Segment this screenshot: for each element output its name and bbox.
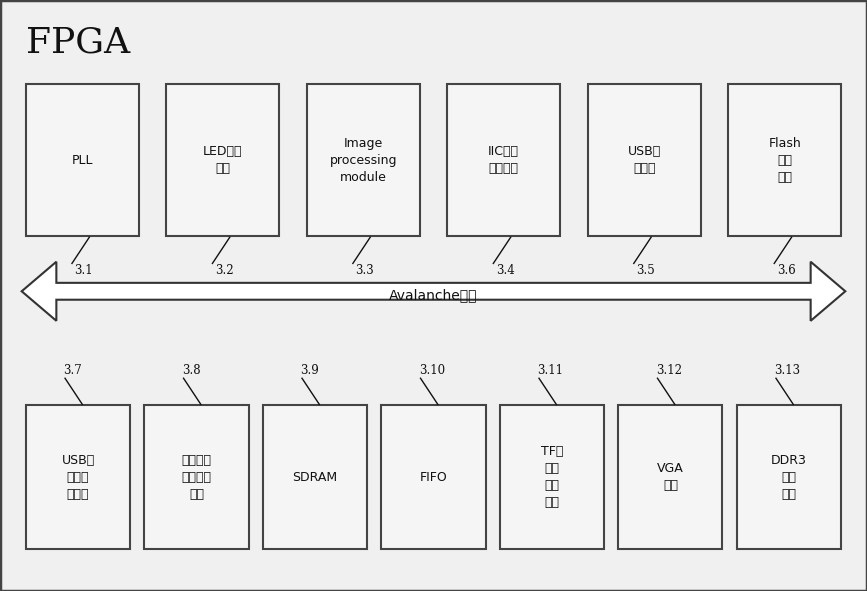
- Text: SDRAM: SDRAM: [292, 470, 337, 483]
- Text: USB传
输模块: USB传 输模块: [628, 145, 661, 176]
- Text: 3.2: 3.2: [215, 264, 233, 277]
- Bar: [500, 405, 604, 549]
- Text: PLL: PLL: [72, 154, 93, 167]
- Text: Avalanche总线: Avalanche总线: [389, 288, 478, 303]
- Text: VGA
接口: VGA 接口: [657, 462, 684, 492]
- Text: 3.11: 3.11: [538, 363, 564, 376]
- Bar: [263, 405, 367, 549]
- Text: 3.9: 3.9: [300, 363, 319, 376]
- Text: FPGA: FPGA: [26, 25, 130, 59]
- Polygon shape: [22, 262, 845, 321]
- Text: IIC数据
交换模块: IIC数据 交换模块: [488, 145, 519, 176]
- Bar: [307, 85, 420, 236]
- Text: 3.12: 3.12: [655, 363, 681, 376]
- Bar: [447, 85, 560, 236]
- Text: Flash
数据
交换: Flash 数据 交换: [768, 137, 801, 184]
- Bar: [26, 85, 139, 236]
- Bar: [588, 85, 701, 236]
- Text: 3.3: 3.3: [355, 264, 375, 277]
- Bar: [26, 405, 130, 549]
- Text: 3.6: 3.6: [777, 264, 796, 277]
- Text: Image
processing
module: Image processing module: [329, 137, 397, 184]
- Text: 3.10: 3.10: [419, 363, 445, 376]
- Bar: [737, 405, 841, 549]
- Text: 3.7: 3.7: [63, 363, 82, 376]
- Text: 3.13: 3.13: [774, 363, 800, 376]
- Bar: [166, 85, 279, 236]
- Text: DDR3
控制
模块: DDR3 控制 模块: [771, 453, 807, 501]
- Text: 控制模块
和传感器
模块: 控制模块 和传感器 模块: [181, 453, 212, 501]
- Text: 3.4: 3.4: [496, 264, 515, 277]
- Text: TF卡
数据
存储
模块: TF卡 数据 存储 模块: [541, 445, 564, 509]
- Text: FIFO: FIFO: [420, 470, 447, 483]
- Text: LED控制
模块: LED控制 模块: [203, 145, 243, 176]
- Bar: [618, 405, 722, 549]
- Bar: [728, 85, 841, 236]
- Text: USB摄
像头连
接模块: USB摄 像头连 接模块: [62, 453, 95, 501]
- Text: 3.1: 3.1: [75, 264, 93, 277]
- Bar: [145, 405, 249, 549]
- Text: 3.8: 3.8: [182, 363, 200, 376]
- Bar: [381, 405, 486, 549]
- Text: 3.5: 3.5: [636, 264, 655, 277]
